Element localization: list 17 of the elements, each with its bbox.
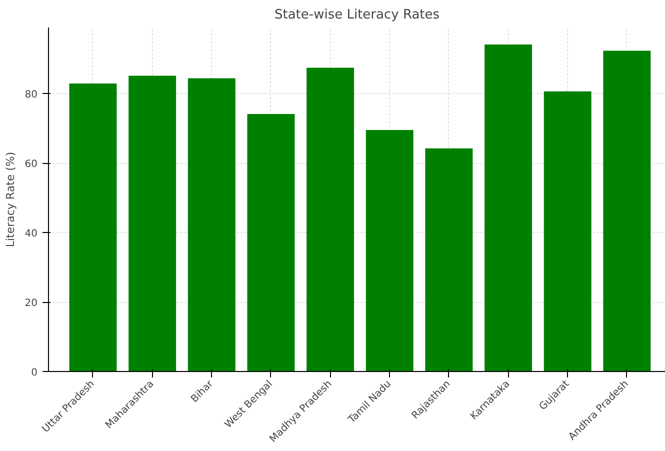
bar <box>128 76 176 372</box>
y-tick-label: 40 <box>24 228 38 240</box>
bar <box>603 50 651 372</box>
y-tick-label: 80 <box>24 90 38 101</box>
bar <box>69 83 117 372</box>
y-tick-label: 0 <box>31 368 38 378</box>
bar <box>306 68 354 372</box>
bar <box>366 130 414 372</box>
bar <box>247 114 295 372</box>
y-axis-title: Literacy Rate (%) <box>4 152 17 248</box>
y-tick-label: 20 <box>24 298 38 310</box>
bar <box>425 148 473 372</box>
bar <box>188 78 236 372</box>
bar <box>544 91 592 372</box>
chart-title: State-wise Literacy Rates <box>274 8 440 22</box>
y-tick-label: 60 <box>24 159 38 170</box>
bar <box>484 44 532 372</box>
